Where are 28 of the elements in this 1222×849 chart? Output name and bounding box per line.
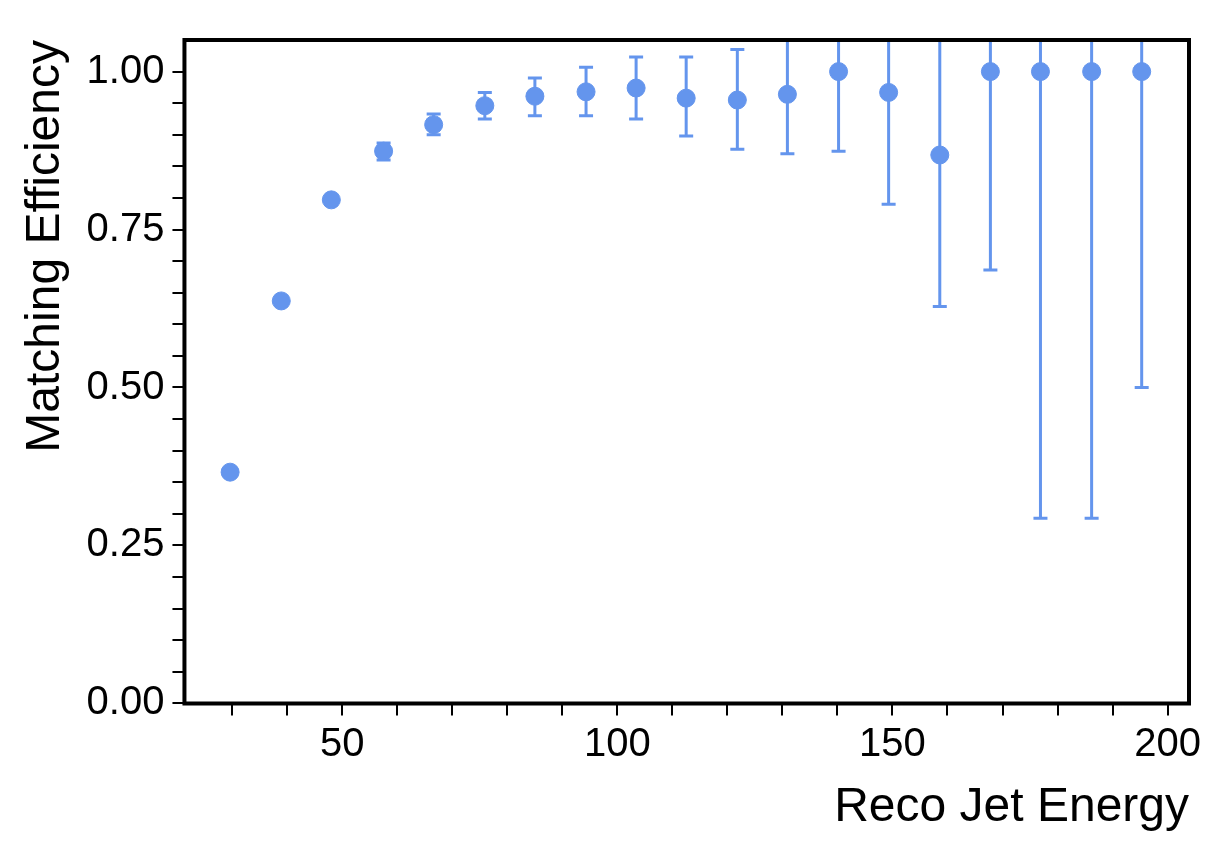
point [676, 88, 696, 108]
y-tick-label: 0.00 [86, 678, 165, 723]
point [980, 62, 1000, 82]
point [1030, 62, 1050, 82]
point [727, 90, 747, 110]
x-tick-label: 50 [320, 720, 365, 765]
y-tick-label: 0.50 [86, 362, 165, 407]
point [930, 145, 950, 165]
y-tick-label: 0.75 [86, 204, 165, 249]
point [1082, 62, 1102, 82]
x-tick-label: 150 [859, 720, 926, 765]
point [777, 84, 797, 104]
y-tick-label: 1.00 [86, 46, 165, 91]
x-tick-label: 100 [584, 720, 651, 765]
point [220, 462, 240, 482]
point [475, 96, 495, 116]
y-tick-label: 0.25 [86, 520, 165, 565]
point [1132, 62, 1152, 82]
point [626, 78, 646, 98]
x-axis-title: Reco Jet Energy [834, 778, 1189, 832]
point [525, 86, 545, 106]
y-axis-title: Matching Efficiency [16, 40, 70, 453]
point [576, 82, 596, 102]
point [879, 82, 899, 102]
point [829, 62, 849, 82]
point [271, 291, 291, 311]
point [321, 190, 341, 210]
x-tick-label: 200 [1134, 720, 1201, 765]
